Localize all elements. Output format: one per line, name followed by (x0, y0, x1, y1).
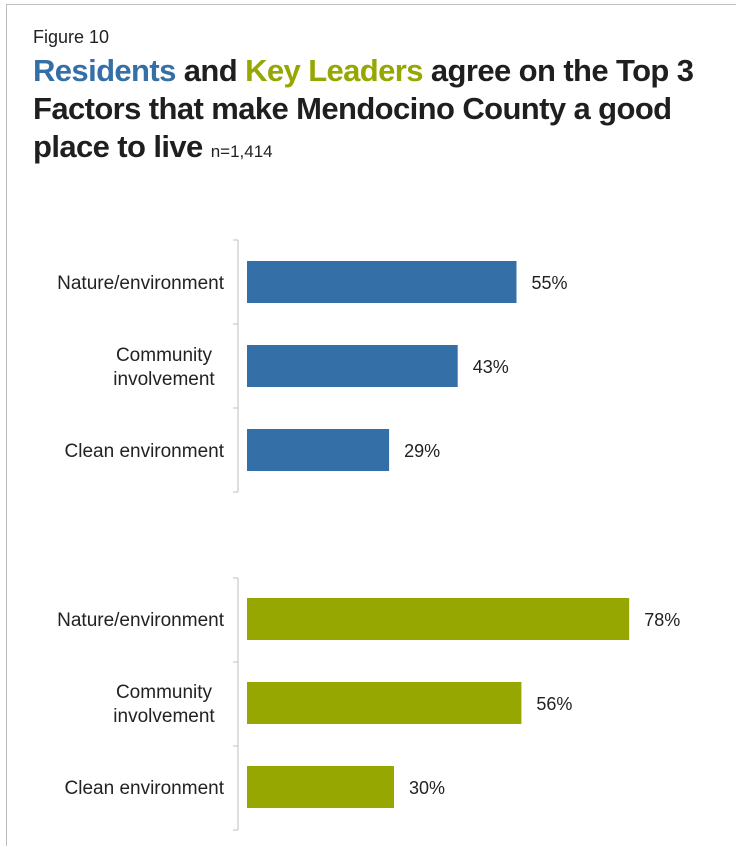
category-label: Clean environment (65, 778, 225, 799)
figure-frame (6, 4, 736, 846)
category-label: Nature/environment (57, 273, 225, 294)
bar-residents-2 (247, 345, 458, 387)
category-label-line: Nature/environment (57, 273, 225, 294)
category-label: Community involvement (113, 345, 215, 390)
bar-key-leaders-1 (247, 598, 630, 640)
category-label-line: Community (116, 345, 213, 366)
category-label-line: Nature/environment (57, 610, 225, 631)
value-label: 55% (532, 273, 568, 293)
title-residents: Residents (33, 53, 176, 88)
value-label: 56% (536, 694, 572, 714)
bar-residents-3 (247, 429, 390, 471)
title-key-leaders: Key Leaders (245, 53, 423, 88)
title-rest: agree on the Top 3 Factors that make Men… (33, 53, 694, 164)
figure-label: Figure 10 (33, 27, 110, 47)
category-label-line: Community (116, 682, 213, 703)
category-label-line: Clean environment (65, 778, 225, 799)
category-label: Clean environment (65, 441, 225, 462)
value-label: 30% (409, 778, 445, 798)
category-label: Community involvement (113, 682, 215, 727)
category-label-line: involvement (113, 369, 215, 390)
value-label: 78% (644, 610, 680, 630)
value-label: 43% (473, 357, 509, 377)
bar-key-leaders-3 (247, 766, 394, 808)
category-label-line: involvement (113, 706, 215, 727)
category-label-line: Clean environment (65, 441, 225, 462)
value-label: 29% (404, 441, 440, 461)
category-label: Nature/environment (57, 610, 225, 631)
bar-residents-1 (247, 261, 517, 303)
chart-title: Residents and Key Leaders agree on the T… (33, 52, 723, 171)
bar-key-leaders-2 (247, 682, 522, 724)
sample-size: n=1,414 (210, 142, 273, 161)
title-and: and (175, 53, 246, 88)
